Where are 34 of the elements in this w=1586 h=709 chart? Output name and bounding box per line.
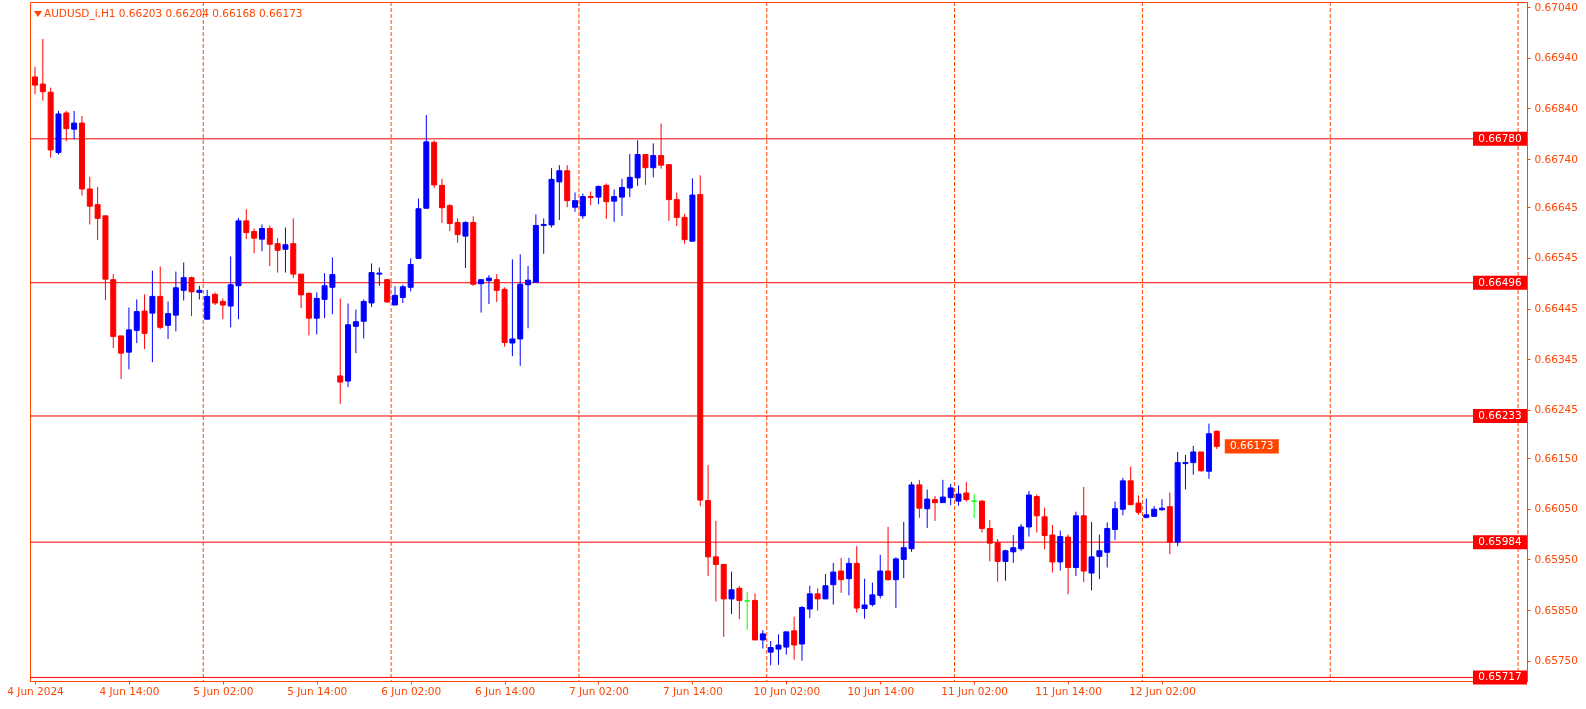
ref-line-label: 0.65984 <box>1478 535 1523 548</box>
x-tick-label: 6 Jun 14:00 <box>475 684 536 697</box>
x-tick-label: 11 Jun 02:00 <box>941 684 1009 697</box>
x-tick-label: 10 Jun 02:00 <box>753 684 821 697</box>
x-tick-label: 7 Jun 02:00 <box>568 684 630 697</box>
y-tick-label: 0.66545 <box>1534 251 1578 264</box>
y-tick-label: 0.66050 <box>1534 502 1578 515</box>
x-tick-label: 7 Jun 14:00 <box>662 684 723 697</box>
annotation: 0.66173 <box>1230 439 1274 452</box>
y-tick-label: 0.66740 <box>1534 152 1578 165</box>
y-tick-label: 0.66940 <box>1534 51 1578 64</box>
y-tick-label: 0.66645 <box>1534 200 1578 213</box>
y-tick-label: 0.66150 <box>1534 451 1578 464</box>
text: AUDUSD_i,H1 0.66203 0.66204 0.66168 0.66173 <box>44 7 303 20</box>
x-tick-label: 5 Jun 14:00 <box>287 684 348 697</box>
ref-line-label: 0.66780 <box>1478 131 1522 144</box>
y-tick-label: 0.66445 <box>1534 302 1578 315</box>
x-tick-label: 12 Jun 02:00 <box>1129 684 1196 697</box>
y-tick-label: 0.65850 <box>1534 603 1578 616</box>
x-tick-label: 6 Jun 02:00 <box>381 684 442 697</box>
ref-line-label: 0.66233 <box>1478 408 1522 421</box>
y-tick-label: 0.67040 <box>1534 0 1578 13</box>
y-tick-label: 0.65750 <box>1534 654 1578 667</box>
x-tick-label: 10 Jun 14:00 <box>847 684 915 697</box>
y-tick-label: 0.65950 <box>1534 552 1578 565</box>
y-tick-label: 0.66345 <box>1534 352 1578 365</box>
x-tick-label: 4 Jun 14:00 <box>99 684 160 697</box>
x-tick-label: 11 Jun 14:00 <box>1035 684 1102 697</box>
ref-line-label: 0.65717 <box>1478 670 1522 683</box>
ref-line-label: 0.66496 <box>1478 275 1523 288</box>
y-tick-label: 0.66840 <box>1534 101 1578 114</box>
x-tick-label: 5 Jun 02:00 <box>193 684 254 697</box>
y-tick-label: 0.66245 <box>1534 403 1578 416</box>
x-tick-label: 4 Jun 2024 <box>7 684 65 697</box>
